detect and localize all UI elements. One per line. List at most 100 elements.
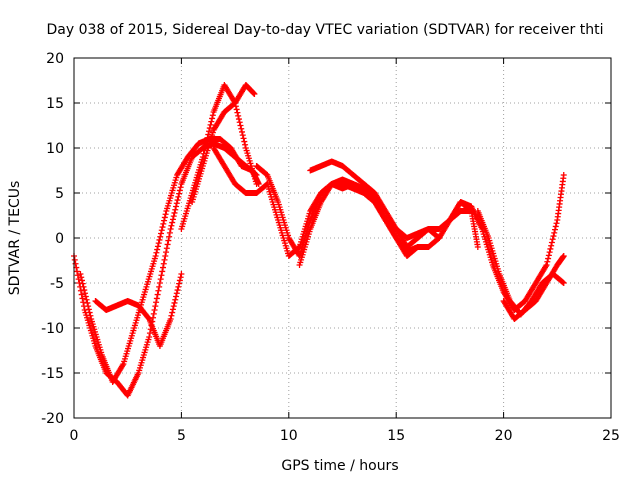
data-point <box>158 272 165 279</box>
data-point <box>150 310 157 317</box>
x-tick-label: 25 <box>602 428 620 444</box>
data-point <box>155 240 162 247</box>
chart-title: Day 038 of 2015, Sidereal Day-to-day VTE… <box>47 22 604 38</box>
data-point <box>82 290 89 297</box>
data-point <box>169 216 176 223</box>
data-point <box>87 312 94 319</box>
data-point <box>163 249 170 256</box>
data-point <box>78 274 85 281</box>
data-point <box>551 226 558 233</box>
data-point <box>167 226 174 232</box>
data-point <box>119 362 126 369</box>
data-point <box>156 283 163 290</box>
data-point <box>177 274 184 281</box>
x-tick-label: 20 <box>495 428 513 444</box>
data-point <box>72 260 79 267</box>
data-point <box>176 187 183 194</box>
data-point <box>175 193 182 200</box>
data-point <box>545 255 552 262</box>
data-point <box>159 264 166 271</box>
series-arc-4 <box>178 82 260 232</box>
y-tick-label: 15 <box>46 96 64 112</box>
series-arc-5 <box>189 82 258 205</box>
x-tick-label: 5 <box>177 428 186 444</box>
data-point <box>78 277 85 284</box>
data-point <box>207 121 214 128</box>
data-point <box>545 252 552 259</box>
data-point <box>84 299 91 306</box>
data-point <box>560 253 567 259</box>
data-point <box>155 287 162 294</box>
data-point <box>548 242 555 249</box>
series-arc-11 <box>474 208 567 318</box>
series-arc-7 <box>253 163 443 259</box>
data-point <box>238 125 245 132</box>
data-point <box>79 295 86 302</box>
data-point <box>235 116 242 123</box>
data-point <box>172 296 179 303</box>
x-tick-label: 10 <box>280 428 298 444</box>
data-point <box>234 109 241 116</box>
data-point <box>154 291 161 298</box>
y-tick-label: -15 <box>41 366 64 382</box>
series-arc-12 <box>500 253 567 322</box>
data-point <box>152 253 159 259</box>
data-point <box>241 138 248 145</box>
data-point <box>560 280 567 286</box>
data-point <box>168 222 175 229</box>
y-tick-label: -5 <box>50 276 64 292</box>
plot-points <box>71 82 567 399</box>
data-point <box>162 211 169 218</box>
data-point <box>167 316 174 322</box>
y-tick-label: 20 <box>46 51 64 67</box>
data-point <box>173 290 180 297</box>
grid <box>74 58 611 418</box>
data-point <box>169 306 176 313</box>
data-point <box>153 295 160 302</box>
data-point <box>86 309 93 316</box>
data-point <box>156 236 163 243</box>
data-point <box>543 262 550 268</box>
data-point <box>79 280 86 287</box>
data-point <box>209 112 216 119</box>
data-point <box>157 233 164 240</box>
data-point <box>164 241 171 248</box>
data-point <box>239 128 246 135</box>
data-point <box>178 271 185 277</box>
data-point <box>171 299 178 306</box>
data-point <box>548 239 555 246</box>
data-point <box>166 229 173 236</box>
data-point <box>546 249 553 256</box>
data-point <box>550 233 557 240</box>
y-tick-label: 0 <box>55 231 64 247</box>
data-point <box>233 106 240 113</box>
data-point <box>544 258 551 265</box>
data-point <box>78 291 85 298</box>
data-point <box>160 220 167 227</box>
data-point <box>146 334 153 340</box>
data-point <box>152 303 159 310</box>
data-point <box>81 287 88 294</box>
data-point <box>239 132 246 139</box>
data-point <box>240 135 247 142</box>
data-point <box>171 209 178 216</box>
y-tick-label: -20 <box>41 411 64 427</box>
y-tick-label: 10 <box>46 141 64 157</box>
data-point <box>162 253 169 259</box>
data-point <box>242 141 249 148</box>
data-point <box>71 256 78 263</box>
data-point <box>169 309 176 316</box>
data-point <box>547 245 554 252</box>
data-point <box>161 256 168 263</box>
data-point <box>82 293 89 300</box>
data-point <box>172 206 179 213</box>
data-point <box>157 230 164 237</box>
data-point <box>85 306 92 313</box>
x-tick-label: 15 <box>387 428 405 444</box>
data-point <box>77 271 84 277</box>
data-point <box>174 197 181 204</box>
data-point <box>251 91 258 97</box>
data-point <box>237 122 244 129</box>
y-tick-label: -10 <box>41 321 64 337</box>
x-axis-title: GPS time / hours <box>281 458 398 474</box>
